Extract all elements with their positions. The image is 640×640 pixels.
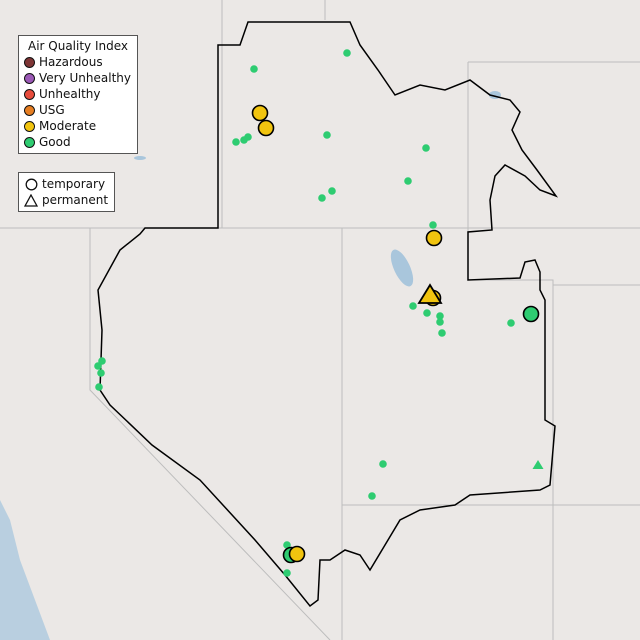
monitor-marker-moderate[interactable]	[251, 104, 269, 122]
markers	[94, 49, 544, 577]
legend-label: USG	[39, 103, 65, 117]
sensor-marker-good[interactable]	[250, 65, 258, 73]
sensor-marker-good[interactable]	[97, 369, 105, 377]
sensor-marker-good[interactable]	[368, 492, 376, 500]
legend-item-unhealthy: Unhealthy	[19, 86, 131, 102]
sensor-marker-good[interactable]	[438, 329, 446, 337]
sensor-marker-good[interactable]	[343, 49, 351, 57]
sensor-marker-good[interactable]	[379, 460, 387, 468]
legend-label: permanent	[42, 193, 109, 207]
type-legend: temporary permanent	[18, 172, 116, 212]
sensor-marker-good[interactable]	[409, 302, 417, 310]
legend-label: Hazardous	[39, 55, 103, 69]
sensor-marker-good[interactable]	[95, 383, 103, 391]
sensor-marker-good[interactable]	[429, 221, 437, 229]
sensor-marker-good[interactable]	[318, 194, 326, 202]
legend-item-hazardous: Hazardous	[19, 54, 131, 70]
legend-title: Air Quality Index	[27, 39, 129, 53]
monitor-marker-good[interactable]	[522, 305, 540, 323]
legend-item-permanent: permanent	[19, 192, 108, 208]
aqi-color-swatch	[24, 56, 35, 68]
sensor-marker-good[interactable]	[283, 569, 291, 577]
sensor-marker-good[interactable]	[232, 138, 240, 146]
sensor-marker-good[interactable]	[328, 187, 336, 195]
legend-label: Moderate	[39, 119, 97, 133]
legend-label: Unhealthy	[39, 87, 101, 101]
legend-item-good: Good	[19, 134, 131, 150]
aqi-color-swatch	[24, 120, 35, 132]
aqi-color-swatch	[24, 136, 35, 148]
sensor-marker-good[interactable]	[244, 133, 252, 141]
sensor-marker-good[interactable]	[323, 131, 331, 139]
circle-icon	[24, 177, 38, 191]
sensor-marker-good[interactable]	[436, 312, 444, 320]
legend-label: temporary	[42, 177, 106, 191]
aqi-color-swatch	[24, 88, 35, 100]
permanent-monitor-good[interactable]	[532, 460, 544, 469]
region-boundary	[97, 21, 559, 608]
sensor-marker-good[interactable]	[507, 319, 515, 327]
monitor-marker-moderate[interactable]	[425, 229, 443, 247]
sensor-marker-good[interactable]	[404, 177, 412, 185]
aqi-color-swatch	[24, 104, 35, 116]
legend-item-moderate: Moderate	[19, 118, 131, 134]
monitor-marker-moderate[interactable]	[288, 545, 306, 563]
monitor-marker-moderate[interactable]	[257, 119, 275, 137]
legend-item-temporary: temporary	[19, 176, 108, 192]
sensor-marker-good[interactable]	[422, 144, 430, 152]
legend-item-very-unhealthy: Very Unhealthy	[19, 70, 131, 86]
aqi-legend: Air Quality Index Hazardous Very Unhealth…	[18, 35, 138, 154]
legend-item-usg: USG	[19, 102, 131, 118]
triangle-icon	[24, 193, 38, 207]
ocean	[0, 500, 50, 640]
permanent-monitor-moderate[interactable]	[417, 283, 443, 304]
sensor-marker-good[interactable]	[423, 309, 431, 317]
lakes	[134, 91, 501, 287]
aqi-color-swatch	[24, 72, 35, 84]
legend-label: Very Unhealthy	[39, 71, 131, 85]
sensor-marker-good[interactable]	[94, 362, 102, 370]
legend-label: Good	[39, 135, 71, 149]
sensor-marker-good[interactable]	[436, 318, 444, 326]
sensor-marker-good[interactable]	[283, 541, 291, 549]
